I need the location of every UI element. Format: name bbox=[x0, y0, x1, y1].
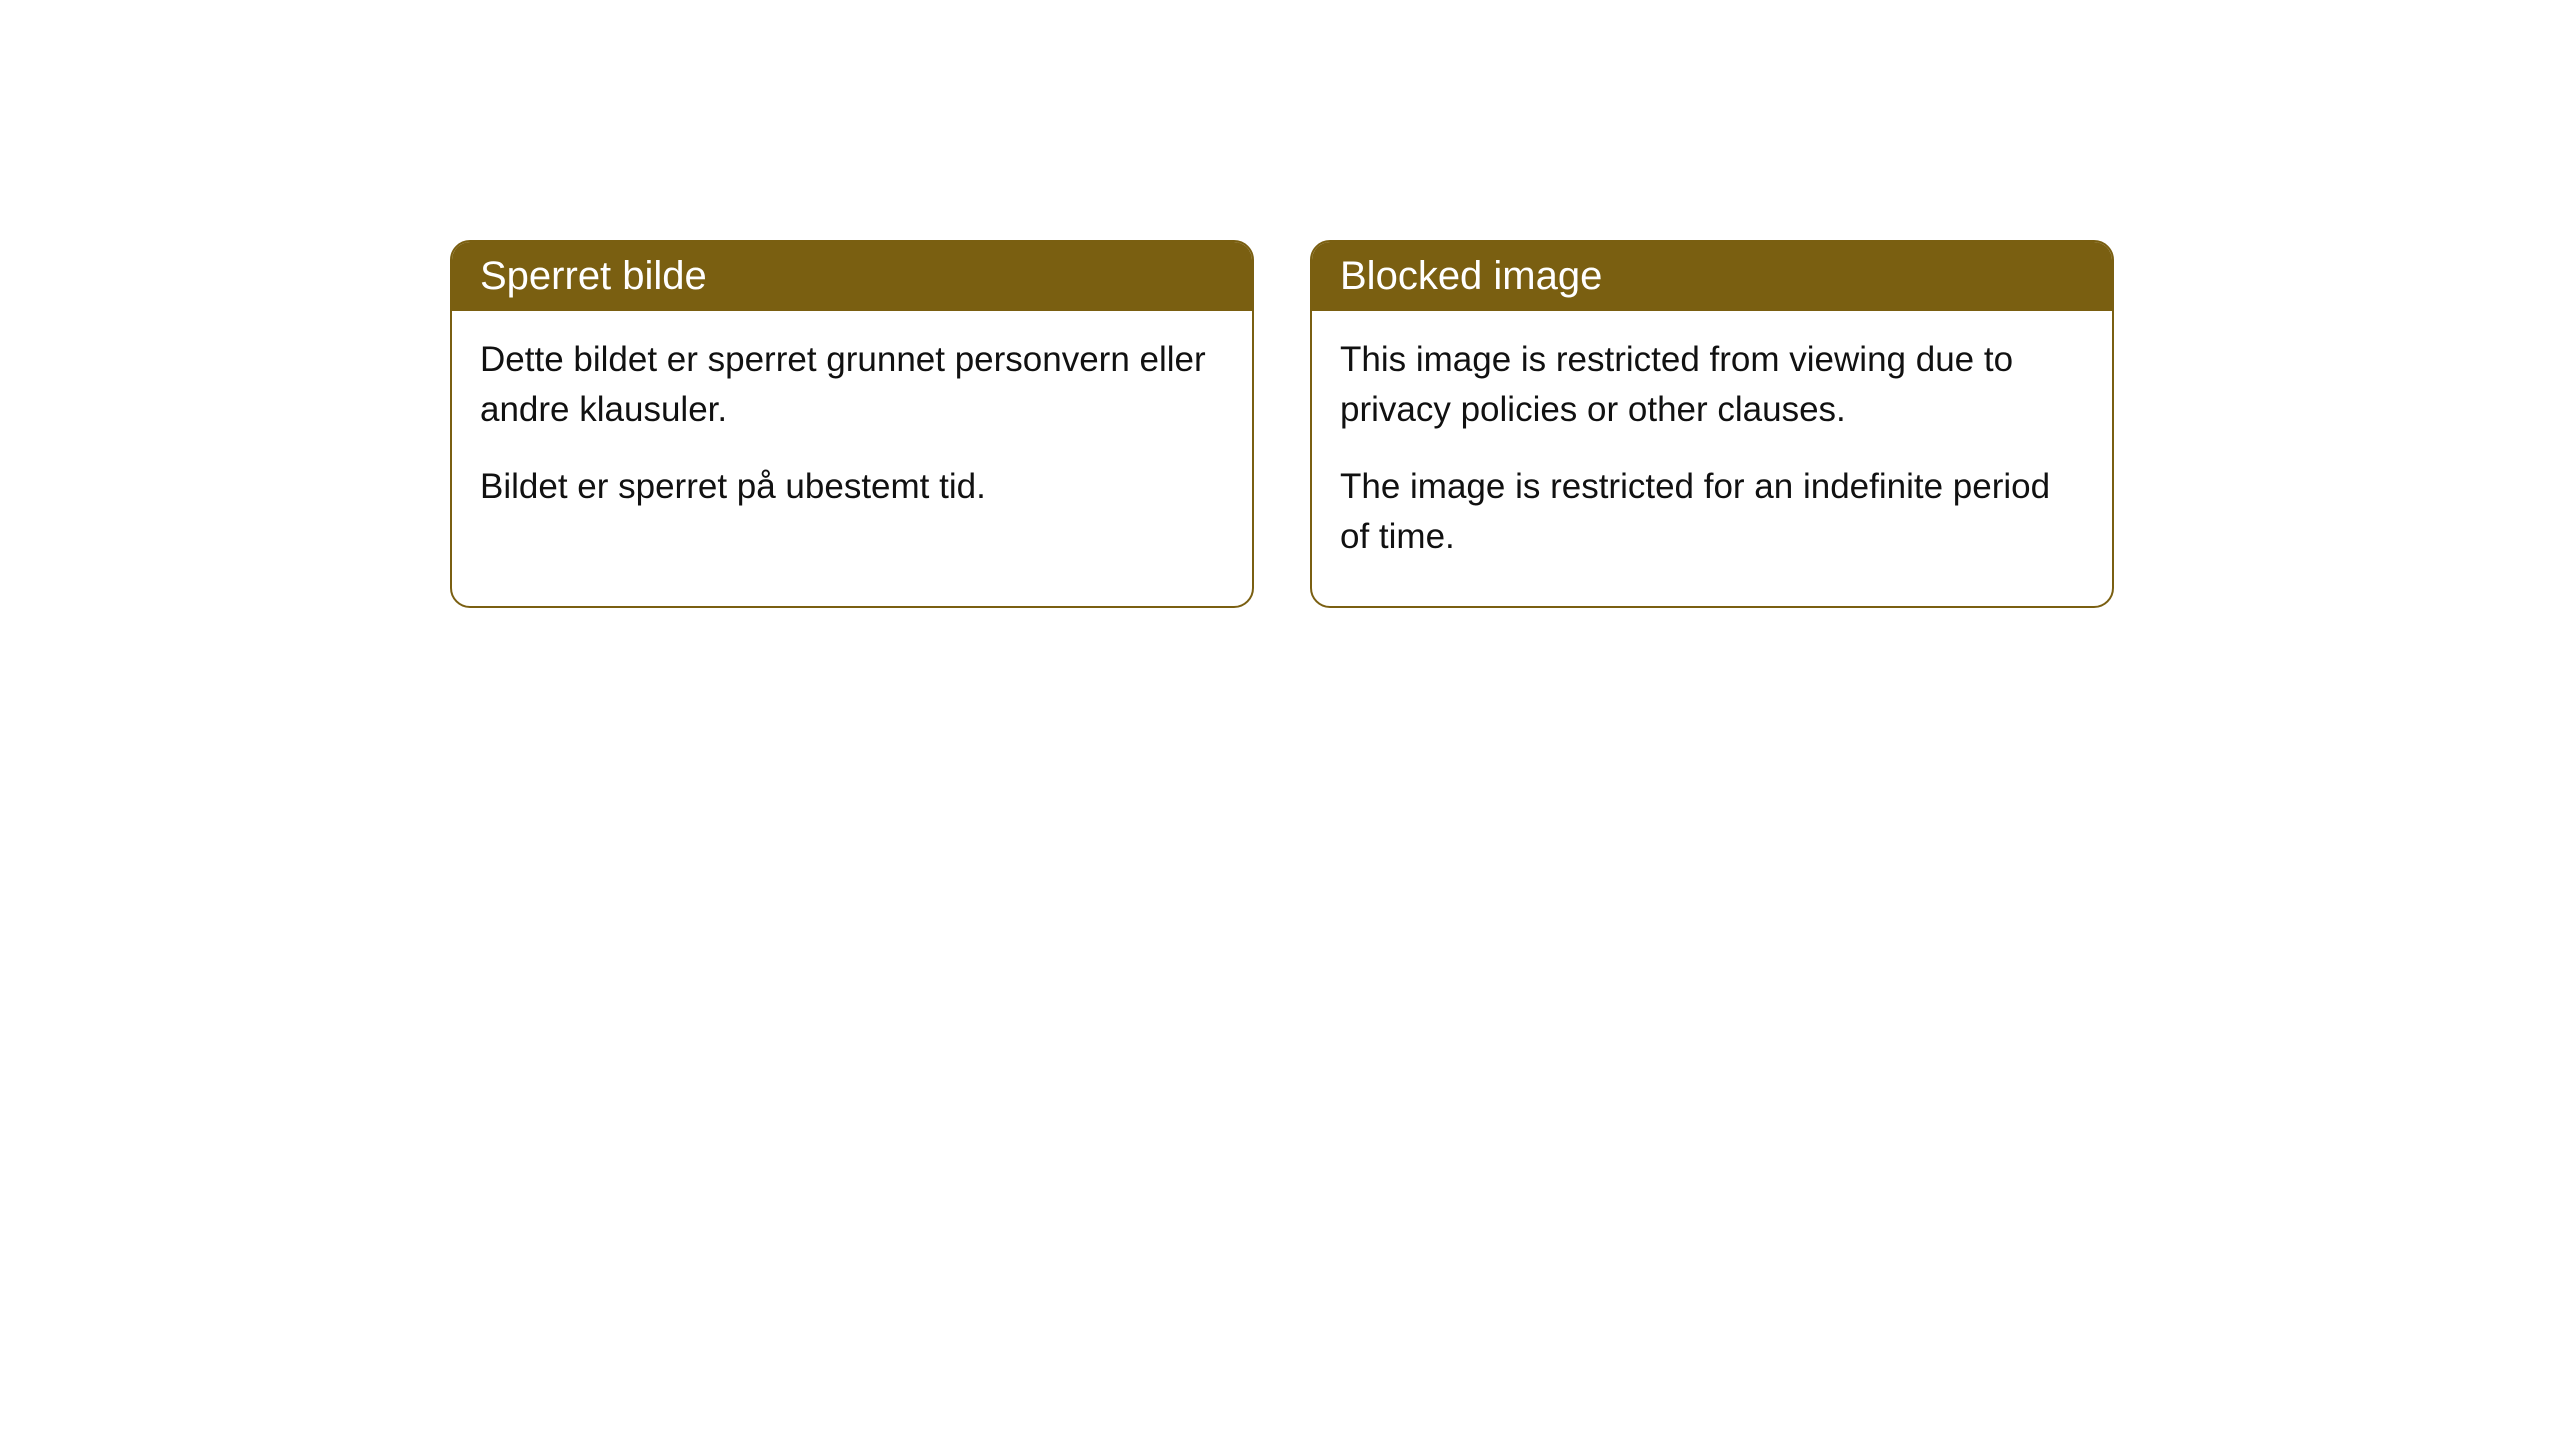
card-body-norwegian: Dette bildet er sperret grunnet personve… bbox=[452, 311, 1252, 556]
card-title: Sperret bilde bbox=[480, 254, 707, 298]
card-paragraph: The image is restricted for an indefinit… bbox=[1340, 462, 2084, 561]
card-paragraph: Bildet er sperret på ubestemt tid. bbox=[480, 462, 1224, 512]
card-paragraph: This image is restricted from viewing du… bbox=[1340, 335, 2084, 434]
blocked-image-card-english: Blocked image This image is restricted f… bbox=[1310, 240, 2114, 608]
card-header-english: Blocked image bbox=[1312, 242, 2112, 311]
card-title: Blocked image bbox=[1340, 254, 1602, 298]
notice-cards-container: Sperret bilde Dette bildet er sperret gr… bbox=[450, 240, 2114, 608]
card-body-english: This image is restricted from viewing du… bbox=[1312, 311, 2112, 606]
card-header-norwegian: Sperret bilde bbox=[452, 242, 1252, 311]
card-paragraph: Dette bildet er sperret grunnet personve… bbox=[480, 335, 1224, 434]
blocked-image-card-norwegian: Sperret bilde Dette bildet er sperret gr… bbox=[450, 240, 1254, 608]
